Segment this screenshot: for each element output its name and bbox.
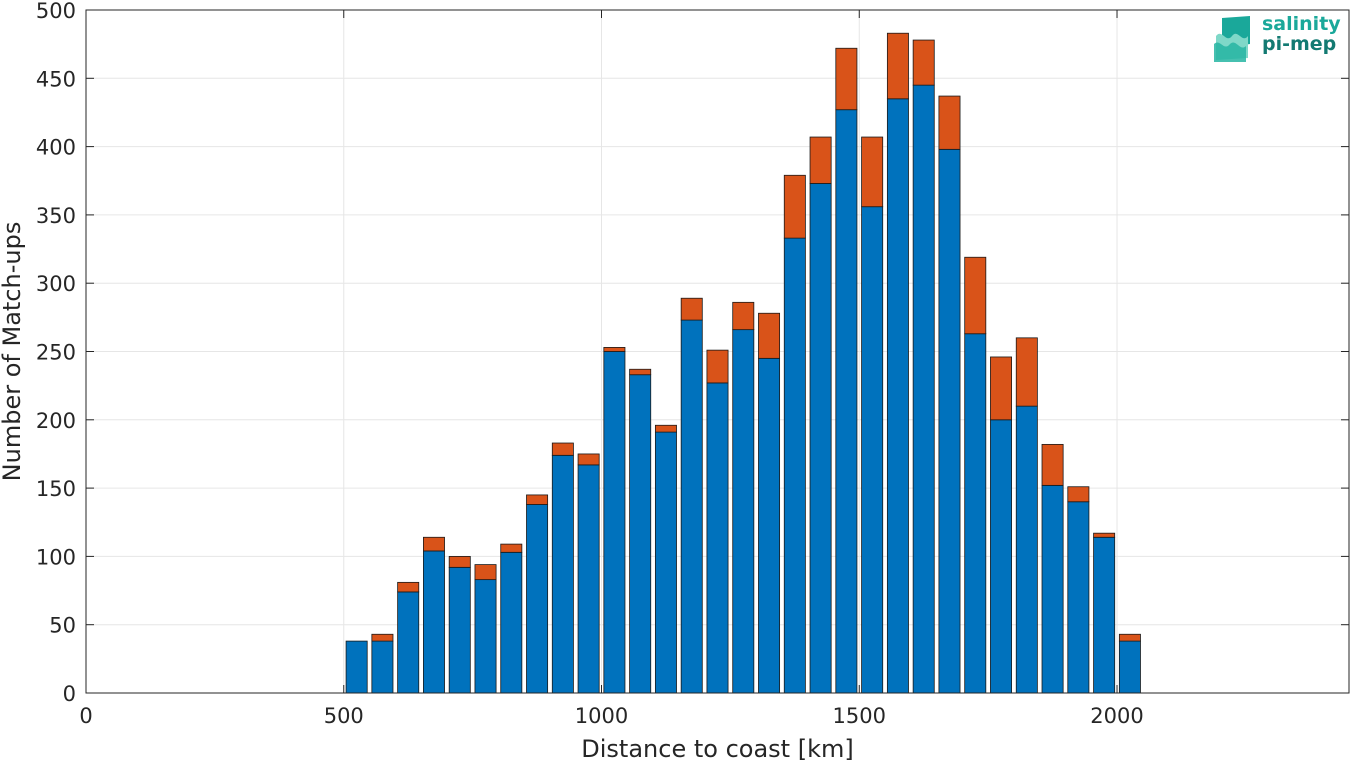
bar-segment-series-2 xyxy=(912,39,935,86)
logo-text-salinity: salinity xyxy=(1262,13,1341,35)
y-axis-title: Number of Match-ups xyxy=(0,222,26,482)
y-tick-label: 50 xyxy=(49,614,76,638)
bar-segment-series-1 xyxy=(500,551,523,694)
bar-segment-series-1 xyxy=(345,640,368,694)
bar-segment-series-2 xyxy=(861,136,884,208)
bar-segment-series-2 xyxy=(474,564,497,581)
bar-segment-series-1 xyxy=(964,333,987,694)
bar-segment-series-2 xyxy=(603,347,626,352)
bar-segment-series-1 xyxy=(551,454,574,694)
bar-segment-series-2 xyxy=(758,312,781,359)
bar-segment-series-2 xyxy=(938,95,961,150)
bar-segment-series-1 xyxy=(886,98,909,694)
bar-segment-series-1 xyxy=(1067,501,1090,694)
axis-ticks: 0 50 100 150 200 250 300 350 400 450 500 0 500 1000 15… xyxy=(36,0,1349,728)
bar-segment-series-2 xyxy=(1041,443,1064,486)
y-tick-label: 0 xyxy=(63,682,76,706)
bar-segment-series-1 xyxy=(809,183,832,694)
bar-segment-series-2 xyxy=(1067,486,1090,503)
bar-segment-series-1 xyxy=(654,431,677,694)
y-tick-label: 400 xyxy=(36,136,76,160)
bar-segment-series-2 xyxy=(964,256,987,335)
bar-segment-series-2 xyxy=(990,356,1012,421)
x-tick-label: 2000 xyxy=(1090,704,1143,728)
bar-segment-series-1 xyxy=(783,237,806,694)
bar-segment-series-1 xyxy=(371,640,394,694)
bar-segment-series-1 xyxy=(474,579,497,694)
y-tick-label: 200 xyxy=(36,409,76,433)
bar-segment-series-2 xyxy=(577,453,600,466)
bar-segment-series-2 xyxy=(1015,337,1038,407)
bar-segment-series-1 xyxy=(835,109,858,694)
y-tick-label: 100 xyxy=(36,545,76,569)
bar-segment-series-1 xyxy=(1015,405,1038,694)
bar-segment-series-1 xyxy=(577,464,600,694)
bar-segment-series-1 xyxy=(706,382,729,694)
bar-segment-series-1 xyxy=(938,148,961,694)
bars xyxy=(345,32,1141,694)
bar-segment-series-1 xyxy=(1041,484,1064,694)
bar-segment-series-1 xyxy=(680,319,703,694)
salinity-pi-mep-logo: salinity pi-mep xyxy=(1212,14,1342,66)
x-axis-title: Distance to coast [km] xyxy=(581,735,853,761)
bar-segment-series-2 xyxy=(680,297,703,321)
bar-segment-series-2 xyxy=(732,301,755,331)
y-tick-label: 150 xyxy=(36,477,76,501)
logo-text-pi-mep: pi-mep xyxy=(1262,33,1337,55)
bar-segment-series-2 xyxy=(629,368,652,376)
bar-segment-series-2 xyxy=(1118,633,1141,642)
bar-segment-series-1 xyxy=(448,566,471,694)
x-tick-label: 500 xyxy=(324,704,364,728)
bar-segment-series-2 xyxy=(526,494,549,505)
y-tick-label: 300 xyxy=(36,272,76,296)
bar-segment-series-1 xyxy=(758,357,781,694)
x-tick-label: 0 xyxy=(79,704,92,728)
bar-segment-series-1 xyxy=(1118,640,1141,694)
bar-segment-series-1 xyxy=(603,351,626,694)
bar-segment-series-2 xyxy=(706,349,729,384)
bar-segment-series-1 xyxy=(423,550,445,694)
bar-segment-series-2 xyxy=(371,633,394,642)
x-tick-label: 1000 xyxy=(575,704,628,728)
bar-segment-series-1 xyxy=(912,84,935,694)
bar-segment-series-2 xyxy=(886,32,909,100)
bar-segment-series-1 xyxy=(990,419,1012,694)
bar-segment-series-2 xyxy=(397,581,420,593)
bar-segment-series-2 xyxy=(500,543,523,553)
bar-segment-series-1 xyxy=(397,591,420,694)
bar-segment-series-1 xyxy=(732,329,755,694)
bar-segment-series-1 xyxy=(861,206,884,694)
bar-segment-series-1 xyxy=(629,374,652,694)
bar-segment-series-2 xyxy=(654,424,677,433)
y-tick-label: 500 xyxy=(36,0,76,23)
bar-segment-series-2 xyxy=(783,174,806,239)
y-tick-label: 250 xyxy=(36,341,76,365)
bar-segment-series-2 xyxy=(423,536,445,552)
bar-segment-series-2 xyxy=(809,136,832,184)
y-tick-label: 450 xyxy=(36,67,76,91)
x-tick-label: 1500 xyxy=(833,704,886,728)
bar-segment-series-2 xyxy=(1093,532,1116,538)
bar-segment-series-1 xyxy=(1093,536,1116,694)
logo-wave-icon xyxy=(1214,16,1250,62)
bar-segment-series-1 xyxy=(526,504,549,694)
bar-segment-series-2 xyxy=(835,47,858,111)
bar-segment-series-2 xyxy=(448,556,471,568)
bar-segment-series-2 xyxy=(551,442,574,456)
y-tick-label: 350 xyxy=(36,204,76,228)
